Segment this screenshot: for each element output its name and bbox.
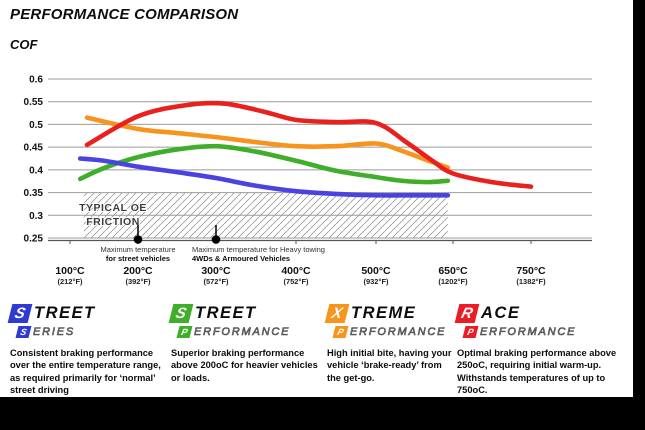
legend: S TREET S ERIES Consistent braking perfo… [0, 303, 633, 397]
x-axis-tick-label: 400°C [281, 265, 311, 277]
brand-subword: ERFORMANCE [480, 325, 577, 338]
brand-subword: ERIES [33, 325, 76, 338]
legend-description: Superior braking performance above 200oC… [171, 348, 318, 383]
brand-initial-chip: P [176, 325, 193, 338]
brand-initial-chip: P [332, 325, 349, 338]
y-axis-tick-label: 0.35 [24, 188, 44, 199]
x-axis-tick-sublabel: (932°F) [363, 277, 389, 286]
y-axis-tick-label: 0.3 [29, 211, 43, 222]
legend-description: High initial bite, having your vehicle ‘… [327, 348, 452, 383]
y-axis-tick-label: 0.55 [24, 97, 44, 108]
x-axis-tick-label: 650°C [438, 265, 468, 277]
brand-subword: ERFORMANCE [194, 325, 291, 338]
x-axis-tick-label: 100°C [55, 265, 85, 277]
y-axis-tick-label: 0.25 [24, 234, 44, 245]
series-line-xtreme-performance [84, 115, 451, 170]
brand-subword: ERFORMANCE [350, 325, 447, 338]
legend-item-xtreme-performance: X TREME P ERFORMANCE High initial bite, … [324, 303, 453, 384]
page-title: PERFORMANCE COMPARISON [10, 6, 239, 23]
x-axis-tick-label: 750°C [516, 265, 546, 277]
series-line-race-performance [84, 100, 534, 189]
brand-initial-chip: S [7, 304, 33, 323]
legend-description: Optimal braking performance above 250oC,… [457, 348, 617, 395]
legend-description: Consistent braking performance over the … [10, 348, 161, 395]
y-axis-tick-label: 0.4 [29, 165, 43, 176]
annotation-text: Maximum temperature [100, 245, 175, 254]
x-axis-tick-sublabel: (752°F) [283, 277, 309, 286]
xtreme-performance-logo: X TREME P ERFORMANCE [324, 303, 453, 338]
brand-word: TREET [34, 304, 96, 322]
legend-item-street-performance: S TREET P ERFORMANCE Superior braking pe… [168, 303, 323, 384]
brand-initial-chip: R [454, 304, 480, 323]
flyer-content: PERFORMANCE COMPARISON COF 0.6 0.55 0.5 0.4… [0, 0, 633, 397]
x-axis-tick-sublabel: (1382°F) [516, 277, 546, 286]
x-axis-tick-sublabel: (212°F) [57, 277, 83, 286]
legend-item-street-series: S TREET S ERIES Consistent braking perfo… [7, 303, 165, 396]
series-line-street-series [77, 156, 451, 198]
brand-initial-chip: X [324, 304, 350, 323]
annotation-pin-dot [211, 235, 221, 244]
brand-initial-chip: S [168, 304, 194, 323]
x-axis-tick-sublabel: (572°F) [203, 277, 229, 286]
x-axis-tick-sublabel: (392°F) [125, 277, 151, 286]
x-axis-tick-label: 200°C [123, 265, 153, 277]
legend-item-race-performance: R ACE P ERFORMANCE Optimal braking perfo… [454, 303, 627, 396]
oe-friction-label: TYPICAL OE [79, 202, 147, 214]
brand-word: ACE [481, 304, 521, 322]
annotation-pin-dot [133, 235, 143, 244]
series-line-street-performance [77, 143, 451, 185]
annotation-text-bold: for street vehicles [106, 254, 170, 263]
annotation-text-bold: 4WDs & Armoured Vehicles [192, 254, 290, 263]
y-axis-tick-label: 0.6 [29, 75, 43, 86]
street-performance-logo: S TREET P ERFORMANCE [168, 303, 323, 338]
y-axis-title: COF [10, 37, 38, 52]
brand-word: TREME [351, 304, 417, 322]
street-series-logo: S TREET S ERIES [7, 303, 165, 338]
x-axis-tick-label: 500°C [361, 265, 391, 277]
y-axis-tick-label: 0.5 [29, 120, 43, 131]
brand-initial-chip: S [15, 325, 32, 338]
brand-word: TREET [195, 304, 257, 322]
x-axis-tick-label: 300°C [201, 265, 231, 277]
race-performance-logo: R ACE P ERFORMANCE [454, 303, 627, 338]
performance-chart: 0.6 0.55 0.5 0.45 0.4 0.35 0.3 0.25 TYPICAL OE FR… [24, 75, 592, 286]
annotation-text: Maximum temperature for Heavy towing [192, 245, 325, 254]
oe-friction-label: FRICTION [86, 216, 140, 228]
brand-initial-chip: P [462, 325, 479, 338]
y-axis-tick-label: 0.45 [24, 143, 44, 154]
x-axis-tick-sublabel: (1202°F) [438, 277, 468, 286]
